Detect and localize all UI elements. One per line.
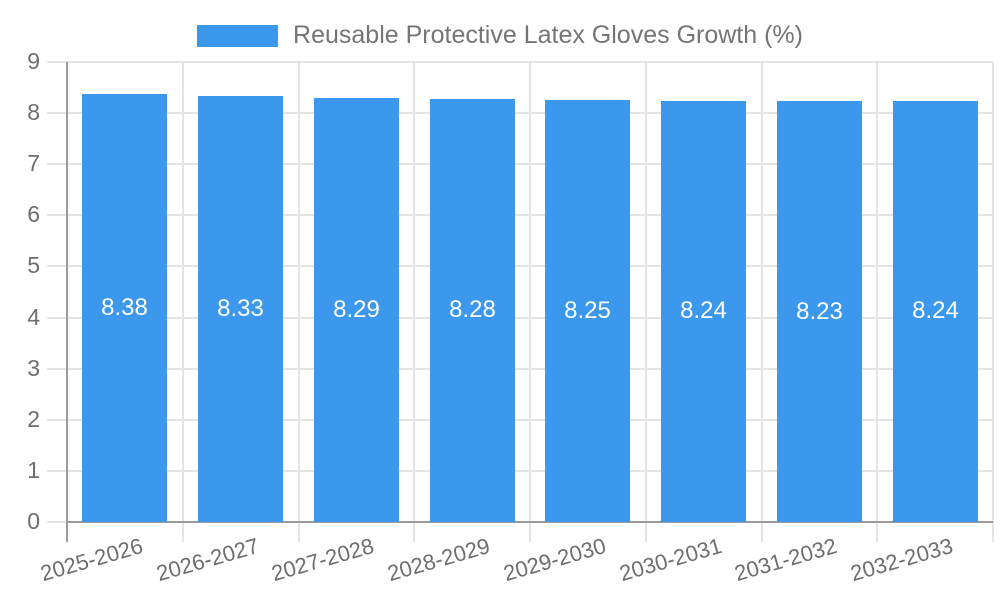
y-axis-tick	[47, 265, 67, 267]
bar-value-label: 8.28	[449, 296, 496, 323]
bar-value-label: 8.33	[217, 295, 264, 322]
v-gridline	[876, 62, 878, 522]
x-axis-tick	[645, 522, 647, 542]
y-axis-tick	[47, 317, 67, 319]
x-axis-tick	[298, 522, 300, 542]
y-axis-tick	[47, 419, 67, 421]
bar-value-label: 8.29	[333, 296, 380, 323]
y-axis-label: 4	[27, 304, 40, 330]
bar[interactable]	[545, 100, 630, 522]
bar-value-label: 8.23	[796, 298, 843, 325]
bar[interactable]	[661, 101, 746, 522]
x-axis-tick	[182, 522, 184, 542]
x-axis-line	[67, 521, 993, 523]
bar-value-label: 8.24	[680, 297, 727, 324]
y-axis-tick	[47, 368, 67, 370]
x-axis-tick	[413, 522, 415, 542]
legend-label: Reusable Protective Latex Gloves Growth …	[293, 21, 803, 49]
x-axis-tick	[876, 522, 878, 542]
bar[interactable]	[430, 99, 515, 522]
bar[interactable]	[893, 101, 978, 522]
y-axis-line	[66, 62, 68, 542]
x-axis-tick	[992, 522, 994, 542]
legend-item[interactable]: Reusable Protective Latex Gloves Growth …	[197, 23, 803, 48]
bar[interactable]	[82, 94, 167, 522]
v-gridline	[413, 62, 415, 522]
v-gridline	[298, 62, 300, 522]
y-axis-label: 2	[27, 406, 40, 432]
legend-swatch-icon	[197, 24, 279, 47]
x-axis-tick	[761, 522, 763, 542]
y-axis-label: 8	[27, 99, 40, 125]
y-axis-tick	[47, 61, 67, 63]
bar[interactable]	[777, 101, 862, 522]
legend: Reusable Protective Latex Gloves Growth …	[0, 23, 1000, 48]
bar-value-label: 8.25	[564, 297, 611, 324]
bar-value-label: 8.38	[101, 294, 148, 321]
v-gridline	[761, 62, 763, 522]
y-axis-label: 5	[27, 252, 40, 278]
v-gridline	[182, 62, 184, 522]
y-axis-label: 1	[27, 457, 40, 483]
y-axis-tick	[47, 214, 67, 216]
v-gridline	[645, 62, 647, 522]
y-axis-tick	[47, 112, 67, 114]
bar-value-label: 8.24	[912, 297, 959, 324]
v-gridline	[992, 62, 994, 522]
y-axis-label: 9	[27, 48, 40, 74]
y-axis-label: 7	[27, 150, 40, 176]
y-axis-label: 0	[27, 508, 40, 534]
y-axis-label: 3	[27, 355, 40, 381]
x-axis-tick	[529, 522, 531, 542]
y-axis-tick	[47, 470, 67, 472]
bar[interactable]	[198, 96, 283, 522]
v-gridline	[529, 62, 531, 522]
y-axis-label: 6	[27, 201, 40, 227]
y-axis-tick	[47, 521, 67, 523]
y-axis-tick	[47, 163, 67, 165]
bar[interactable]	[314, 98, 399, 522]
